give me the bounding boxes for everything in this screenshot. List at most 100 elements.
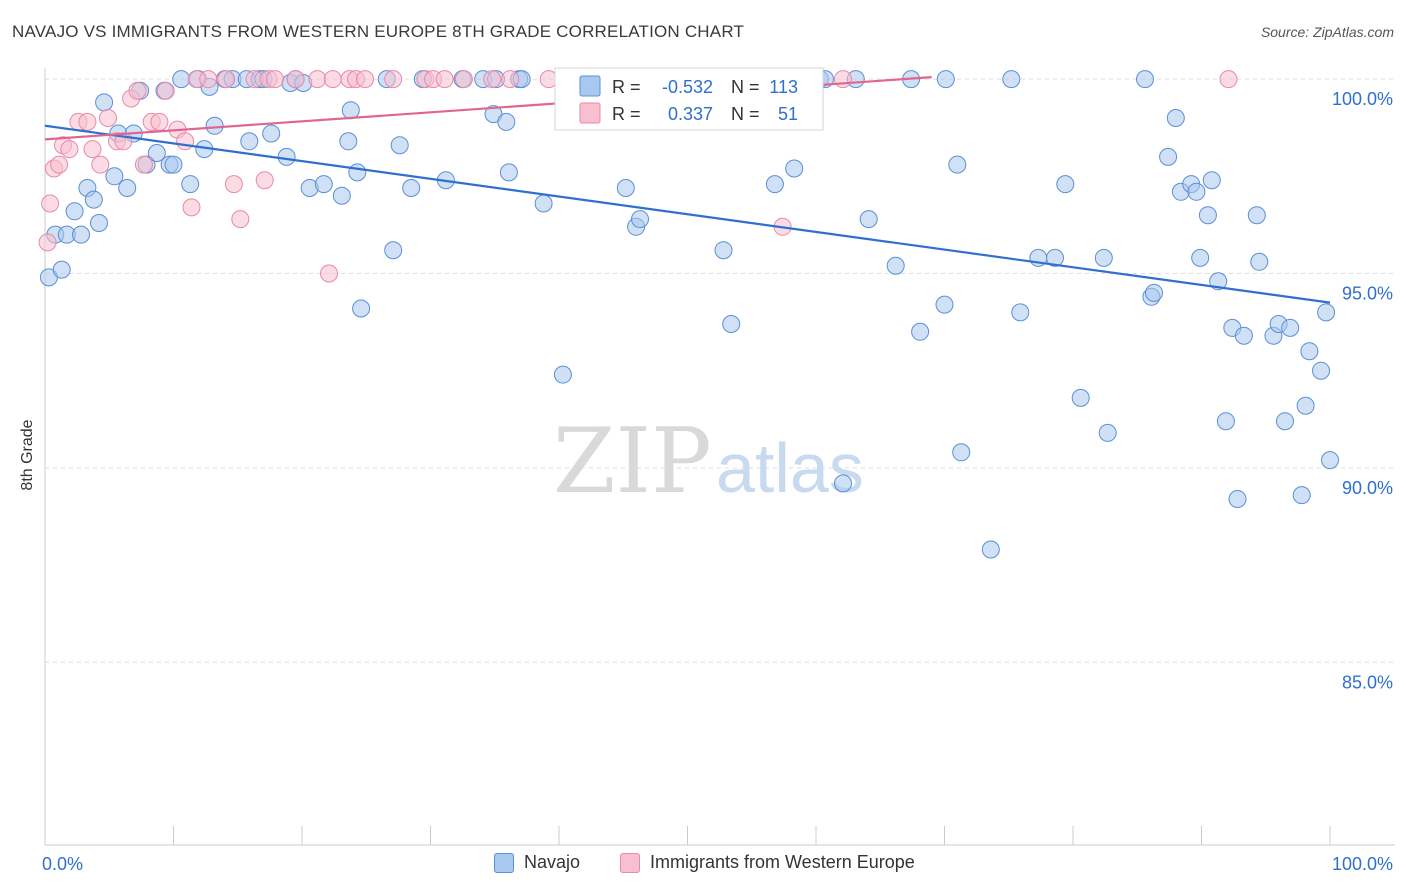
navajo-point [341,101,360,120]
navajo-point [1321,451,1339,470]
watermark-atlas: atlas [716,429,864,507]
western-point [217,70,236,89]
navajo-point [90,214,108,232]
navajo-point [1198,206,1217,225]
bottom-legend-item-western: Immigrants from Western Europe [620,852,915,873]
western-point [91,155,110,174]
navajo-point [1191,248,1210,267]
western-point [38,233,57,252]
navajo-point [181,175,200,194]
western-point [78,112,97,131]
navajo-point [1276,412,1294,431]
western-point [150,112,169,131]
navajo-point [1056,175,1075,194]
navajo-point [1187,182,1206,201]
navajo-point [402,179,421,197]
western-point [384,70,403,89]
western-point [356,70,374,89]
navajo-point [936,70,955,89]
navajo-point [1312,361,1330,380]
navajo-point [1071,388,1090,407]
navajo-point [948,155,967,174]
y-tick-label: 95.0% [1342,283,1393,303]
navajo-point [1281,318,1300,337]
navajo-point [332,186,351,205]
navajo-point [1296,396,1315,415]
navajo-point [72,225,90,244]
navajo-point [765,175,784,194]
tick-labels: 100.0% 95.0% 90.0% 85.0% 0.0% 100.0% [42,89,1393,874]
navajo-point [348,163,367,182]
gridlines [45,78,1395,663]
navajo-point [84,190,103,209]
bottom-legend-label-navajo: Navajo [524,852,581,872]
navajo-point [1234,326,1253,345]
watermark-zip: ZIP [553,409,712,514]
navajo-point [1209,272,1228,291]
bottom-legend: Navajo Immigrants from Western Europe [0,852,1406,878]
navajo-point [118,179,137,197]
western-point [99,109,117,127]
navajo-point [1046,248,1064,267]
x-tick-label: 100.0% [1332,854,1393,874]
navajo-point [859,210,878,229]
western-point [483,70,502,89]
navajo-point [1159,147,1178,166]
western-point [60,140,79,159]
navajo-point [1166,109,1185,127]
western-point [501,70,520,89]
navajo-point [1136,70,1154,89]
navajo-point [339,132,358,151]
western-point [83,140,102,159]
navajo-point [1011,303,1030,322]
y-tick-label: 100.0% [1332,89,1393,109]
navajo-trend-line [44,124,1331,304]
navajo-point [164,155,183,174]
western-point [182,198,201,217]
legend-r-value-western: 0.337 [668,104,713,124]
western-point [1219,70,1238,89]
legend-n-label-navajo: N = [731,77,760,97]
legend-r-label-navajo: R = [612,77,641,97]
navajo-point [981,540,1000,559]
navajo-point [172,70,191,89]
data-points [38,70,1339,559]
bottom-legend-swatch-western [620,852,640,873]
navajo-point [785,159,804,178]
source-label: Source: ZipAtlas.com [1260,24,1394,40]
navajo-point [911,322,930,341]
legend-r-value-navajo: -0.532 [662,77,713,97]
western-point [41,194,60,213]
legend-swatch-navajo [579,75,601,97]
western-point [134,155,153,174]
legend-swatch-western [579,102,601,124]
western-point [286,70,305,89]
western-point [320,264,338,283]
navajo-point [1247,206,1266,225]
navajo-point [1145,283,1163,302]
navajo-point [1002,70,1021,89]
watermark: ZIP atlas [553,409,864,514]
navajo-point [314,175,333,194]
navajo-point [1228,490,1247,508]
navajo-point [499,163,518,182]
navajo-point [65,202,84,221]
chart-title: NAVAJO VS IMMIGRANTS FROM WESTERN EUROPE… [12,22,745,41]
navajo-point [52,260,71,279]
western-point [156,81,175,100]
navajo-point [384,241,403,260]
navajo-point [262,124,281,143]
western-point [454,70,473,89]
navajo-point [1250,252,1269,271]
navajo-point [631,210,649,229]
western-point [834,70,852,89]
western-point [128,81,147,100]
navajo-point [497,112,516,131]
western-point [50,155,69,174]
western-point [224,175,243,194]
navajo-point [1292,486,1311,505]
navajo-point [935,295,954,314]
navajo-point [205,116,224,135]
navajo-point [1094,248,1113,267]
